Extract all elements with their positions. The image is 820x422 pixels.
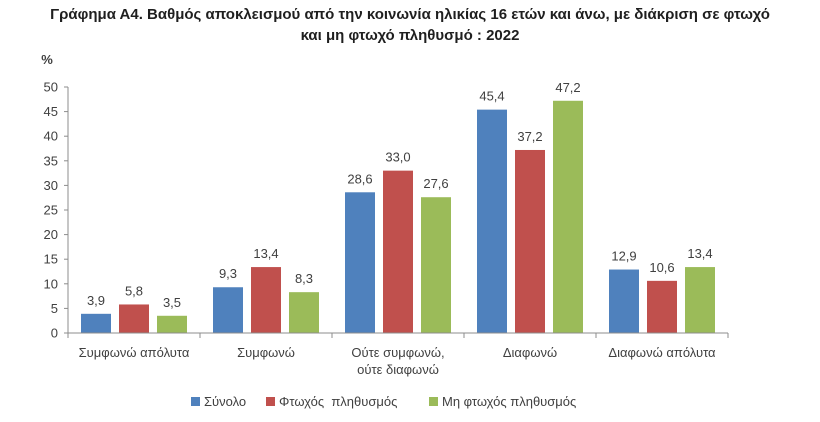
y-tick-label: 0 [51, 326, 58, 341]
y-tick-label: 20 [44, 227, 58, 242]
y-tick-label: 25 [44, 203, 58, 218]
legend-swatch [266, 397, 275, 406]
y-tick-label: 40 [44, 129, 58, 144]
y-tick-label: 35 [44, 153, 58, 168]
legend: Σύνολο Φτωχός πληθυσμός Μη φτωχός πληθυσμό… [191, 394, 576, 409]
data-label: 8,3 [295, 271, 313, 286]
y-axis-label: % [41, 52, 53, 67]
data-label: 13,4 [687, 246, 712, 261]
y-tick-label: 50 [44, 80, 58, 95]
y-tick-label: 30 [44, 178, 58, 193]
data-label: 27,6 [423, 176, 448, 191]
x-tick-label: Ούτε συμφωνώ, ούτε διαφωνώ [351, 345, 444, 377]
bar [685, 267, 715, 333]
bar [553, 100, 583, 333]
y-axis: 0 5 10 15 20 25 30 35 40 45 50 [44, 80, 69, 341]
bar [157, 315, 187, 333]
y-tick-label: 5 [51, 301, 58, 316]
y-tick-label: 45 [44, 104, 58, 119]
chart-title-line-2: και μη φτωχό πληθυσμό : 2022 [300, 27, 520, 44]
legend-label: Σύνολο [204, 394, 246, 409]
legend-label: Μη φτωχός πληθυσμός [442, 394, 576, 409]
data-label: 9,3 [219, 266, 237, 281]
bar [383, 170, 413, 333]
bar [515, 149, 545, 333]
data-label: 13,4 [253, 246, 278, 261]
chart-title-line-1: Γράφημα Α4. Βαθμός αποκλεισμού από την κ… [50, 6, 770, 23]
data-label: 3,9 [87, 293, 105, 308]
x-tick-label: Διαφωνώ [503, 345, 557, 360]
bar [345, 192, 375, 333]
bars: 3,9 5,8 3,5 9,3 13,4 8,3 28,6 33,0 27,6 45,4 37,2 4… [81, 80, 715, 333]
bar [251, 267, 281, 333]
x-tick-label: Συμφωνώ [237, 345, 295, 360]
legend-swatch [429, 397, 438, 406]
bar [213, 287, 243, 333]
y-tick-label: 15 [44, 252, 58, 267]
data-label: 28,6 [347, 171, 372, 186]
bar [421, 197, 451, 333]
data-label: 47,2 [555, 80, 580, 95]
data-label: 10,6 [649, 260, 674, 275]
legend-swatch [191, 397, 200, 406]
data-label: 45,4 [479, 89, 504, 104]
data-label: 3,5 [163, 295, 181, 310]
x-axis: Συμφωνώ απόλυτα Συμφωνώ Ούτε συμφωνώ, ούτε … [67, 332, 729, 377]
legend-label: Φτωχός πληθυσμός [279, 394, 397, 409]
bar [647, 280, 677, 333]
bar [81, 313, 111, 333]
y-tick-label: 10 [44, 276, 58, 291]
chart-title: Γράφημα Α4. Βαθμός αποκλεισμού από την κ… [0, 4, 820, 46]
bar [119, 304, 149, 333]
bar [609, 269, 639, 333]
bar [289, 292, 319, 333]
data-label: 12,9 [611, 249, 636, 264]
x-tick-label: Συμφωνώ απόλυτα [79, 345, 190, 360]
x-tick-label: Διαφωνώ απόλυτα [608, 345, 716, 360]
data-label: 5,8 [125, 283, 143, 298]
data-label: 33,0 [385, 150, 410, 165]
bar [477, 109, 507, 333]
data-label: 37,2 [517, 129, 542, 144]
